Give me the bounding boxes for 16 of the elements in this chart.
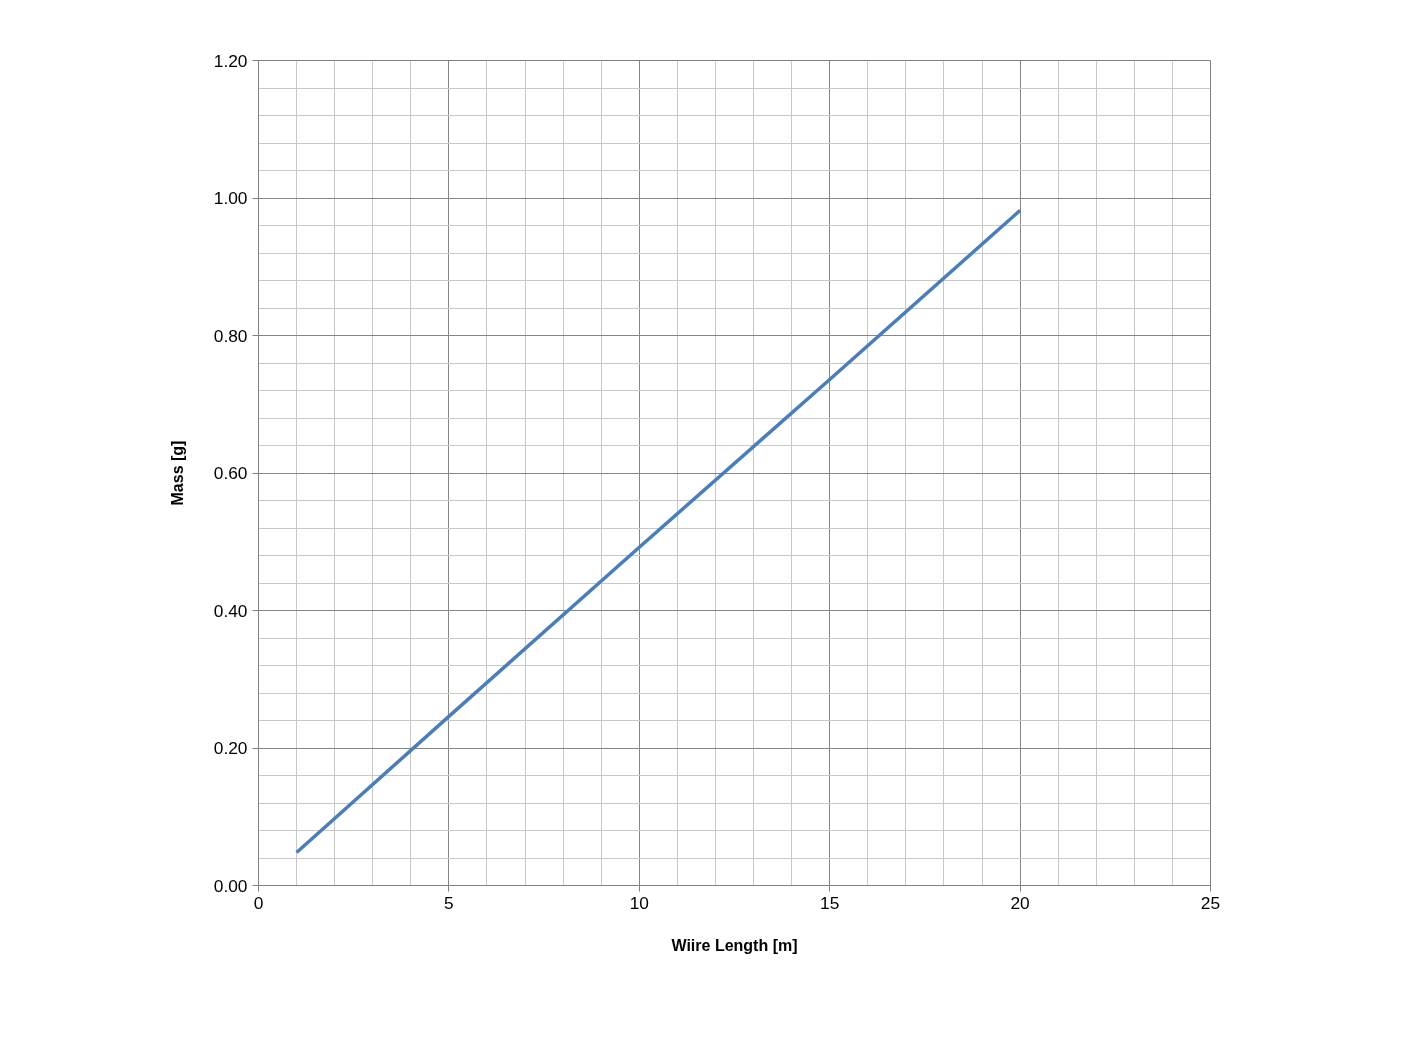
y-tick-label: 1.20: [213, 50, 248, 71]
y-tick-label: 0.40: [213, 600, 248, 621]
x-tick-label: 0: [253, 892, 264, 913]
y-tick-label: 0.80: [213, 325, 248, 346]
y-tick-label: 0.60: [213, 463, 248, 483]
y-tick-label: 1.00: [213, 188, 248, 208]
x-tick-label: 15: [820, 892, 840, 913]
x-tick-label: 25: [1200, 892, 1221, 913]
x-axis-title: Wiire Length [m]: [671, 936, 798, 954]
x-tick-label: 10: [629, 892, 649, 913]
y-tick-label: 0.20: [213, 738, 248, 758]
x-tick-label: 20: [1010, 892, 1030, 913]
x-tick-label: 5: [444, 892, 454, 913]
line-series: [294, 208, 1022, 855]
y-axis-title: Mass [g]: [168, 440, 186, 506]
y-tick-label: 0.00: [213, 875, 248, 896]
